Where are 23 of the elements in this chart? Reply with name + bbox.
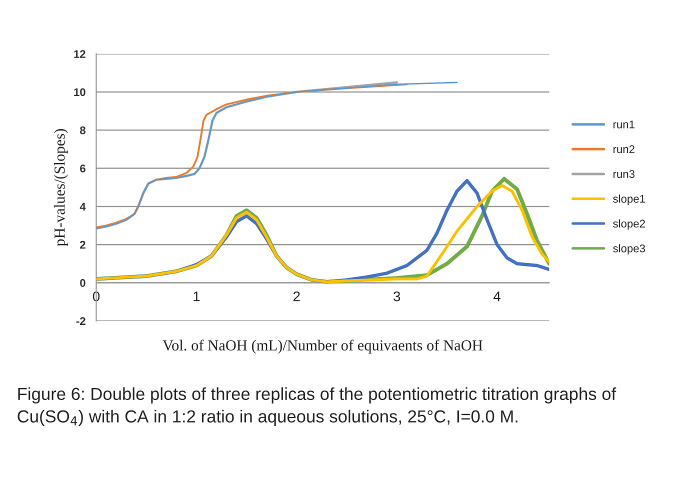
x-tick-label: 0	[92, 291, 100, 302]
line-series	[96, 82, 458, 230]
y-tick-label: 8	[80, 126, 86, 134]
y-tick-label: -2	[76, 317, 86, 325]
legend-label: run1	[613, 120, 634, 128]
legend-label: run3	[613, 170, 635, 178]
y-tick-label: 0	[80, 279, 86, 287]
legend-label: slope1	[613, 194, 645, 205]
legend-label: run2	[613, 145, 634, 154]
x-tick-label: 2	[293, 291, 300, 302]
legend-label: slope3	[613, 244, 646, 255]
y-tick-label: 2	[80, 240, 86, 249]
y-tick-label: 12	[74, 50, 86, 58]
caption: Figure 6: Double plots of three replicas of the potentiometric titration graphs of Cu(SO$_{4}$) with CA in 1:2 ratio in aqueous solutions, 25°C, I=0.0 M.	[18, 387, 616, 426]
y-tick-label: 6	[80, 164, 86, 172]
y-tick-label: 4	[80, 202, 86, 210]
x-tick-label: 4	[494, 292, 501, 302]
x-axis-title: Vol. of NaOH (mL)/Number of equivaents of NaOH	[162, 340, 482, 354]
x-tick-label: 1	[194, 292, 200, 302]
y-tick-label: 10	[74, 88, 86, 96]
legend-label: slope2	[613, 219, 645, 230]
y-axis-title: pH-values/(Slopes)	[54, 129, 68, 246]
x-tick-label: 3	[394, 291, 400, 302]
